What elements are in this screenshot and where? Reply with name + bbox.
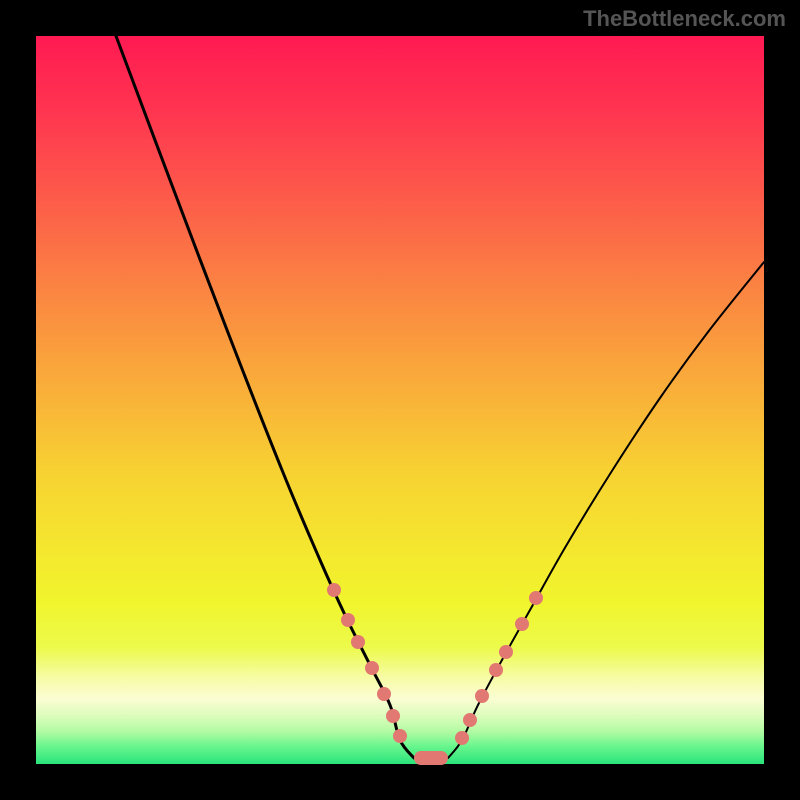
marker-left-0: [327, 583, 341, 597]
watermark-text: TheBottleneck.com: [583, 6, 786, 32]
marker-right-3: [489, 663, 503, 677]
marker-right-2: [475, 689, 489, 703]
marker-right-4: [499, 645, 513, 659]
marker-right-1: [463, 713, 477, 727]
marker-left-1: [341, 613, 355, 627]
marker-bottom-capsule: [414, 751, 448, 765]
chart-container: TheBottleneck.com: [0, 0, 800, 800]
marker-left-4: [377, 687, 391, 701]
marker-left-3: [365, 661, 379, 675]
plot-area: [36, 36, 764, 764]
chart-svg: [0, 0, 800, 800]
marker-left-2: [351, 635, 365, 649]
marker-right-5: [515, 617, 529, 631]
marker-right-0: [455, 731, 469, 745]
marker-left-5: [386, 709, 400, 723]
marker-left-6: [393, 729, 407, 743]
marker-right-6: [529, 591, 543, 605]
